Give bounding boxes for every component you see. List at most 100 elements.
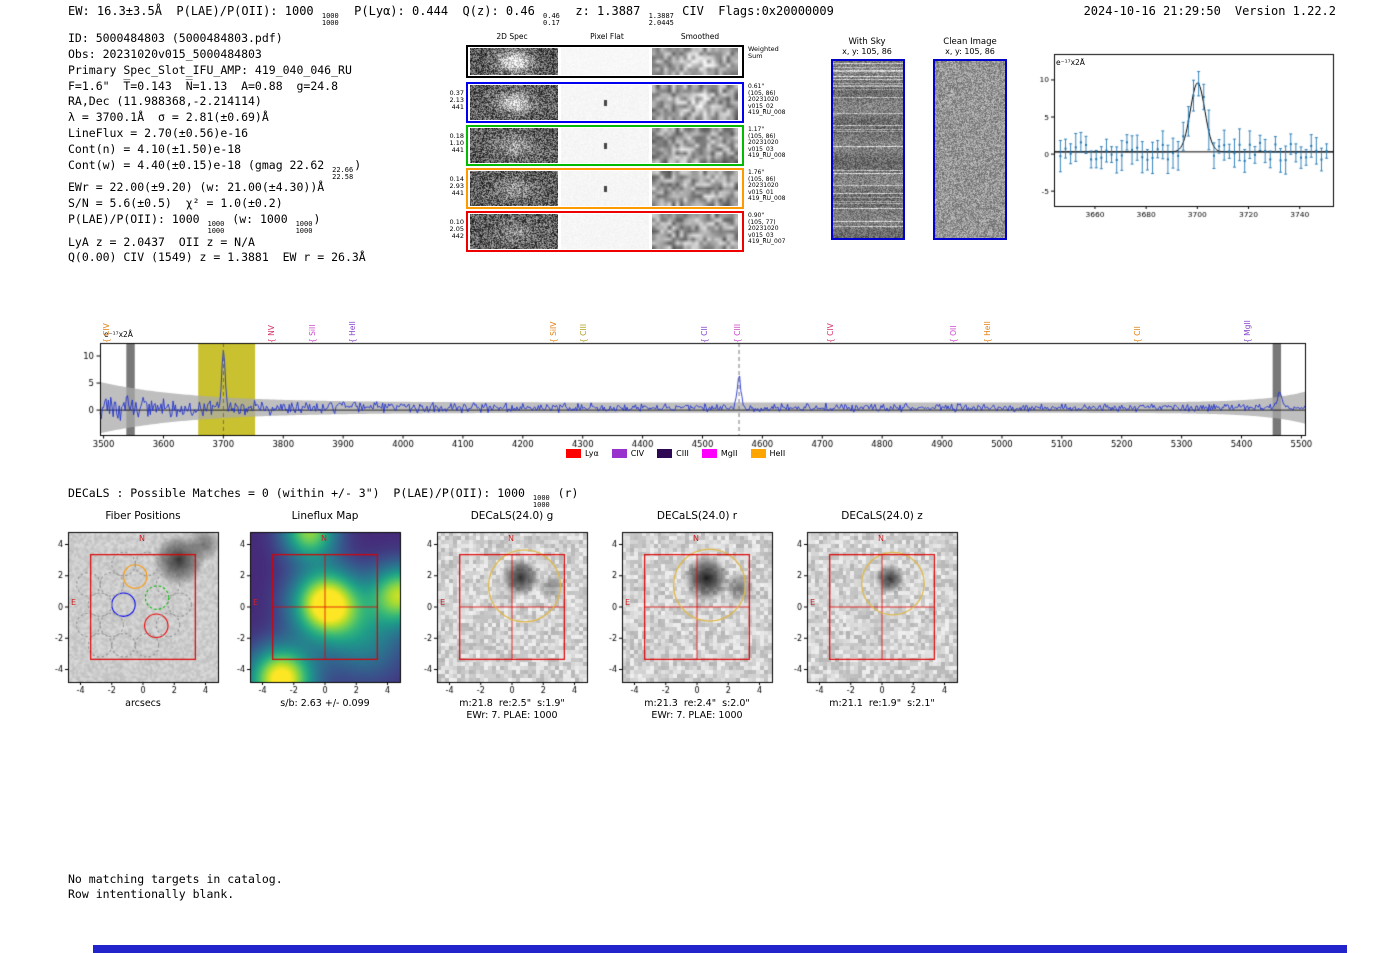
with-sky-title: With Sky: [848, 37, 886, 47]
info-line: EWr = 22.00(±9.20) (w: 21.00(±4.30))Å: [68, 180, 325, 195]
legend-swatch: [657, 449, 673, 458]
next-page-divider-bar: [93, 945, 1347, 953]
spectral-line-label-nv: { NV: [267, 325, 277, 343]
cutout-caption: s/b: 2.63 +/- 0.099: [280, 698, 370, 709]
spectral-line-label-civ: { CIV: [826, 323, 836, 343]
spectral-line-label-heii: { HeII: [983, 321, 993, 343]
report-datetime: 2024-10-16 21:29:50: [1083, 4, 1221, 18]
legend-swatch: [611, 449, 627, 458]
header-datetime: 2024-10-16 21:29:50 Version 1.22.2: [1084, 4, 1336, 18]
spectral-line-label-mgii: { MgII: [1242, 320, 1252, 343]
cutout-decals_g: DECaLS(24.0) g m:21.8 re:2.5" s:1.9" EWr: …: [407, 510, 623, 722]
spec2d-thumbnail: [470, 128, 558, 163]
spec2d-thumbnail: [561, 128, 649, 163]
col-header-2d-spec: 2D Spec: [496, 32, 528, 41]
spectral-line-label-cii: { CII: [1132, 326, 1142, 343]
fiber-row-images: [466, 82, 744, 123]
legend-item-mgii: MgII: [701, 449, 738, 458]
spec2d-thumbnail: [652, 85, 738, 120]
weighted-2d-spec-image: [470, 48, 558, 75]
legend-label: HeII: [769, 449, 786, 458]
info-line: LineFlux = 2.70(±0.56)e-16: [68, 126, 249, 141]
compass-north-label: N: [321, 534, 327, 543]
spec2d-thumbnail: [470, 171, 558, 206]
fiber-row-annotation: 1.17" (105, 86) 20231020 v015_03 419_RU_008: [748, 126, 786, 160]
spectrum-flux-units: e⁻¹⁷x2Å: [104, 330, 133, 339]
weighted-pixel-flat-image: [561, 48, 649, 75]
spectral-line-label-heii: { HeII: [348, 321, 358, 343]
compass-north-label: N: [693, 534, 699, 543]
fiber-row-weight-labels: 0.10 2.05 442: [449, 218, 464, 240]
legend-label: CIV: [630, 449, 645, 458]
compass-north-label: N: [139, 534, 145, 543]
fiber-row-images: [466, 168, 744, 209]
legend-swatch: [566, 449, 581, 458]
compass-east-label: E: [625, 598, 631, 607]
compass-east-label: E: [810, 598, 816, 607]
spectral-line-label-civ: { CIV: [101, 323, 111, 343]
spec2d-thumbnail: [652, 171, 738, 206]
with-sky-coords: x, y: 105, 86: [842, 47, 892, 56]
cutout-title: DECaLS(24.0) z: [841, 510, 923, 522]
with-sky-image: [831, 59, 905, 240]
fiber-row-annotation: 1.76" (105, 86) 20231020 v015_01 419_RU_008: [748, 169, 786, 203]
spectrum-legend: Lyα CIV CIII MgII HeII: [566, 449, 785, 458]
cutout-decals_r: DECaLS(24.0) r m:21.3 re:2.4" s:2.0" EWr: …: [592, 510, 808, 722]
cutout-canvas-decals_g: [407, 526, 593, 702]
info-line: Cont(n) = 4.10(±1.50)e-18: [68, 141, 242, 156]
info-line: RA,Dec (11.988368,-2.214114): [68, 94, 262, 109]
spectral-line-label-siiv: { SiIV: [548, 321, 558, 343]
clean-image-coords: x, y: 105, 86: [945, 47, 995, 56]
clean-image: [933, 59, 1007, 240]
full-spectrum-plot: [60, 288, 1340, 453]
spec2d-thumbnail: [652, 128, 738, 163]
fiber-row-weight-labels: 0.14 2.93 441: [449, 175, 464, 197]
zoom-flux-units: e⁻¹⁷x2Å: [1056, 58, 1085, 67]
info-line: λ = 3700.1Å σ = 2.81(±0.69)Å: [68, 110, 269, 125]
spectral-line-label-siii: { SiII: [308, 324, 318, 343]
spec2d-thumbnail: [652, 214, 738, 249]
cutout-title: Fiber Positions: [105, 510, 181, 522]
info-line: Primary Spec_Slot_IFU_AMP: 419_040_046_R…: [68, 62, 352, 77]
compass-east-label: E: [71, 598, 77, 607]
info-line: Q(0.00) CIV (1549) z = 1.3881 EW r = 26.…: [68, 250, 366, 265]
fiber-row-images: [466, 211, 744, 252]
weighted-sum-strip: [466, 45, 744, 78]
cutout-title: Lineflux Map: [291, 510, 359, 522]
cutout-caption: arcsecs: [125, 698, 161, 709]
info-line: LyA z = 2.0437 OII z = N/A: [68, 234, 255, 249]
cutout-title: DECaLS(24.0) r: [656, 510, 738, 522]
spectral-line-label-ciii: { CIII: [578, 323, 588, 343]
footer-line-1: No matching targets in catalog.: [68, 872, 283, 886]
legend-item-lyα: Lyα: [566, 449, 599, 458]
info-line: F=1.6" T̅=0.143 N̅=1.13 A=0.88 g=24.8: [68, 78, 339, 93]
weighted-smoothed-image: [652, 48, 738, 75]
fiber-row-weight-labels: 0.37 2.13 441: [449, 89, 464, 111]
info-line: Cont(w) = 4.40(±0.15)e-18 (gmag 22.62 22…: [68, 157, 362, 181]
cutout-caption: m:21.3 re:2.4" s:2.0": [644, 698, 750, 709]
legend-swatch: [750, 449, 766, 458]
cutout-canvas-decals_r: [592, 526, 778, 702]
cutout-title: DECaLS(24.0) g: [470, 510, 554, 522]
spec2d-panel: 2D Spec Pixel Flat Smoothed Weighted Sum…: [444, 32, 806, 258]
legend-item-civ: CIV: [611, 449, 645, 458]
cutout-decals_z: DECaLS(24.0) z m:21.1 re:1.9" s:2.1" N E: [777, 510, 993, 722]
spec2d-thumbnail: [561, 214, 649, 249]
info-line: P(LAE)/P(OII): 1000 1000 1000 (w: 1000 10…: [68, 212, 321, 235]
cutout-lineflux_map: Lineflux Map s/b: 2.63 +/- 0.099 N E: [220, 510, 436, 722]
info-line: ID: 5000484803 (5000484803.pdf): [68, 31, 283, 45]
fiber-row-annotation: 0.90" (105, 77) 20231020 v015_03 419_RU_007: [748, 212, 786, 246]
spec2d-thumbnail: [561, 85, 649, 120]
compass-north-label: N: [878, 534, 884, 543]
compass-east-label: E: [253, 598, 259, 607]
spectral-line-label-ciii: { CIII: [733, 323, 743, 343]
legend-label: Lyα: [585, 449, 599, 458]
cutout-caption-2: EWr: 7. PLAE: 1000: [651, 710, 743, 721]
weighted-sum-label: Weighted Sum: [748, 45, 779, 60]
legend-item-ciii: CIII: [657, 449, 689, 458]
cutout-canvas-fiber_positions: [38, 526, 224, 702]
spec2d-thumbnail: [561, 171, 649, 206]
spec2d-thumbnail: [470, 214, 558, 249]
col-header-pixel-flat: Pixel Flat: [590, 32, 624, 41]
fiber-row-weight-labels: 0.18 1.10 441: [449, 132, 464, 154]
